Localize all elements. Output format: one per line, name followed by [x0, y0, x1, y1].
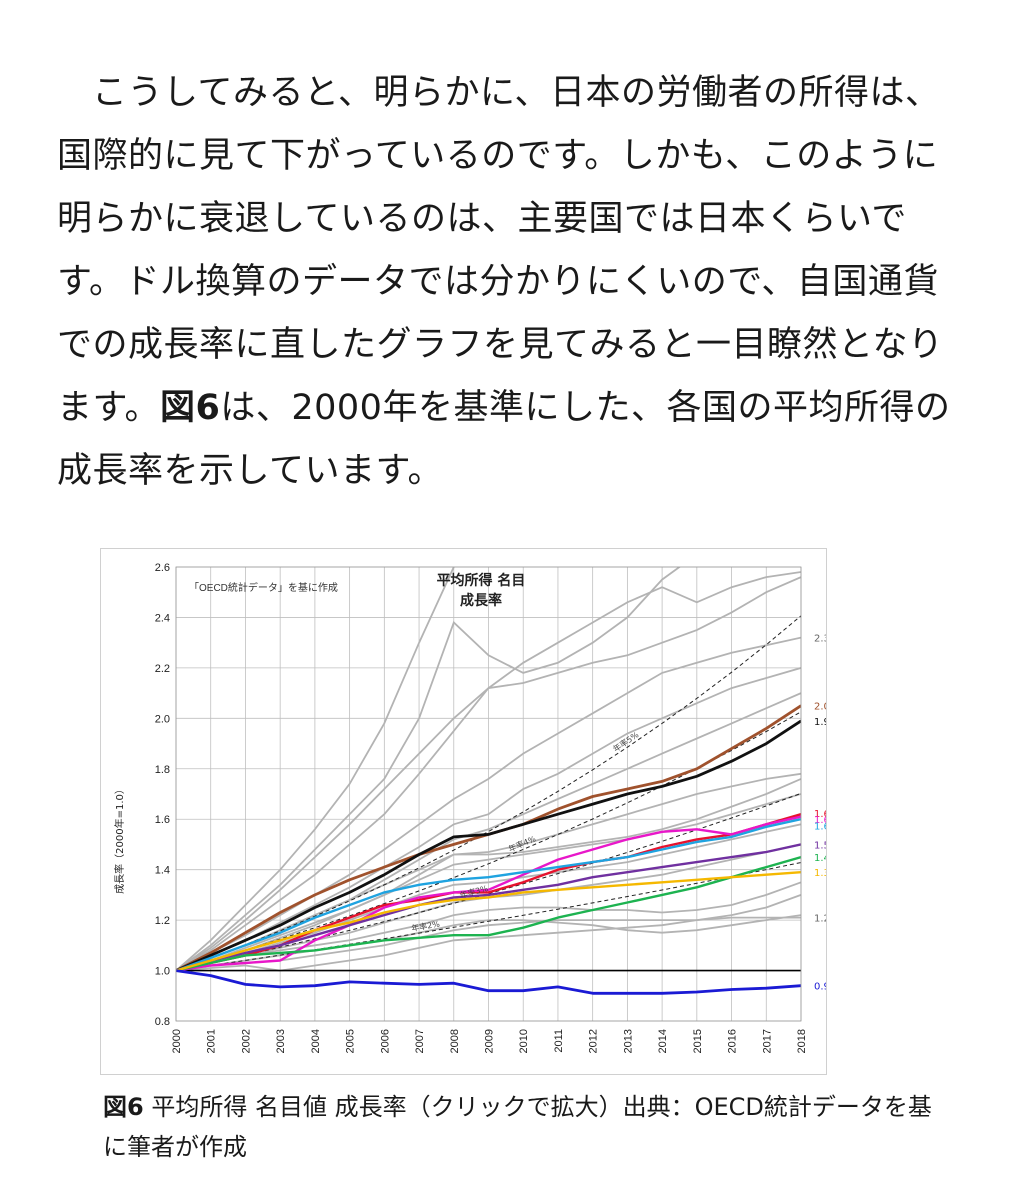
- x-tick-label: 2013: [622, 1029, 634, 1053]
- figure-reference[interactable]: 図6: [160, 388, 221, 428]
- x-tick-label: 2004: [310, 1029, 322, 1053]
- series-line-イギリス: [176, 818, 801, 972]
- y-tick-label: 1.2: [155, 915, 170, 927]
- end-label-OECD平均: 1.99 OECD平均: [814, 716, 826, 728]
- other-country-line: [176, 576, 801, 972]
- income-growth-chart: 年率5%年率4%年率3%年率2%2.32 メキシコ2.05 韓国1.99 OEC…: [113, 562, 826, 1053]
- x-tick-label: 2009: [484, 1029, 496, 1053]
- end-label-韓国: 2.05 韓国: [814, 701, 826, 713]
- article-text-before: こうしてみると、明らかに、日本の労働者の所得は、国際的に見て下がっているのです。…: [57, 73, 944, 428]
- x-tick-label: 2017: [761, 1029, 773, 1053]
- chart-title-line1: 平均所得 名目: [437, 572, 526, 589]
- series-line-フランス: [176, 843, 801, 972]
- reference-rate-label: 年率5%: [611, 729, 641, 754]
- other-country-line: [176, 636, 801, 972]
- other-country-lines: [176, 567, 801, 972]
- y-tick-label: 2.2: [155, 663, 170, 675]
- article-text: こうしてみると、明らかに、日本の労働者の所得は、国際的に見て下がっているのです。…: [57, 62, 967, 503]
- x-tick-label: 2001: [206, 1029, 218, 1053]
- y-tick-label: 0.8: [155, 1016, 170, 1028]
- x-tick-label: 2007: [414, 1029, 426, 1053]
- series-line-カナダ: [176, 815, 801, 972]
- series-line-ドイツ: [176, 855, 801, 972]
- highlight-country-lines: [176, 704, 801, 995]
- other-country-line: [176, 567, 455, 972]
- other-country-line: [176, 793, 801, 972]
- other-country-line: [176, 567, 681, 972]
- other-country-line: [176, 881, 801, 972]
- reference-rate-line: [176, 615, 801, 972]
- article-text-after: は、2000年を基準にした、各国の平均所得の成長率を示しています。: [57, 388, 951, 491]
- caption-text[interactable]: 平均所得 名目値 成長率（クリックで拡大）出典：OECD統計データを基に筆者が作…: [103, 1093, 932, 1161]
- reference-rate-line: [176, 862, 801, 972]
- other-country-line: [176, 772, 801, 972]
- x-tick-label: 2006: [379, 1029, 391, 1053]
- x-tick-label: 2018: [796, 1029, 808, 1053]
- x-tick-label: 2000: [171, 1029, 183, 1053]
- series-line-イタリア: [176, 871, 801, 972]
- y-tick-label: 1.8: [155, 764, 170, 776]
- y-tick-label: 2.4: [155, 612, 170, 624]
- x-tick-label: 2005: [345, 1029, 357, 1053]
- end-label-ドイツ: 1.45 ドイツ: [814, 853, 826, 864]
- caption-fig-label: 図6: [103, 1093, 144, 1121]
- x-tick-label: 2014: [657, 1029, 669, 1053]
- y-tick-label: 2.6: [155, 562, 170, 574]
- end-label-カナダ: 1.61 カナダ: [814, 813, 826, 826]
- other-country-line: [176, 667, 801, 972]
- end-label-スイス: 1.21 スイス: [814, 914, 826, 925]
- x-tick-label: 2003: [275, 1029, 287, 1053]
- plot-frame: [175, 566, 802, 1022]
- x-tick-label: 2002: [240, 1029, 252, 1053]
- x-tick-label: 2015: [692, 1029, 704, 1053]
- x-tick-label: 2012: [588, 1029, 600, 1053]
- other-country-line: [176, 778, 801, 972]
- article-paragraph: こうしてみると、明らかに、日本の労働者の所得は、国際的に見て下がっているのです。…: [57, 62, 967, 503]
- y-tick-label: 1.6: [155, 814, 170, 826]
- end-label-メキシコ: 2.32 メキシコ: [814, 634, 826, 645]
- end-label-イギリス: 1.60 イギリス: [814, 821, 826, 833]
- end-label-イタリア: 1.39 イタリア: [814, 867, 826, 879]
- end-label-アメリカ: 1.62 アメリカ: [814, 808, 826, 820]
- x-tick-label: 2016: [727, 1029, 739, 1053]
- end-label-フランス: 1.50 フランス: [814, 839, 826, 851]
- chart-axes: 0.8 1.0 1.2 1.4 1.6 1.8 2.0 2.2 2.4 2.6 2000 2001 20…: [155, 562, 808, 1053]
- source-note: 「OECD統計データ」を基に作成: [189, 581, 338, 594]
- other-country-line: [176, 823, 801, 972]
- x-tick-label: 2008: [449, 1029, 461, 1053]
- x-tick-label: 2010: [518, 1029, 530, 1053]
- y-tick-label: 1.0: [155, 966, 170, 978]
- x-tick-label: 2011: [553, 1029, 565, 1053]
- y-axis-label: 成長率（2000年=1.0）: [113, 784, 126, 894]
- end-label-日本: 0.94 日本: [814, 980, 826, 993]
- chart-title-line2: 成長率: [460, 592, 502, 609]
- series-line-OECD平均: [176, 719, 801, 972]
- y-tick-label: 2.0: [155, 713, 170, 725]
- reference-rate-label: 年率2%: [411, 919, 441, 934]
- figure-caption: 図6 平均所得 名目値 成長率（クリックで拡大）出典：OECD統計データを基に筆…: [103, 1087, 933, 1167]
- figure-6-chart[interactable]: 年率5%年率4%年率3%年率2%2.32 メキシコ2.05 韓国1.99 OEC…: [100, 548, 827, 1075]
- series-line-日本: [176, 969, 801, 995]
- y-tick-label: 1.4: [155, 865, 170, 877]
